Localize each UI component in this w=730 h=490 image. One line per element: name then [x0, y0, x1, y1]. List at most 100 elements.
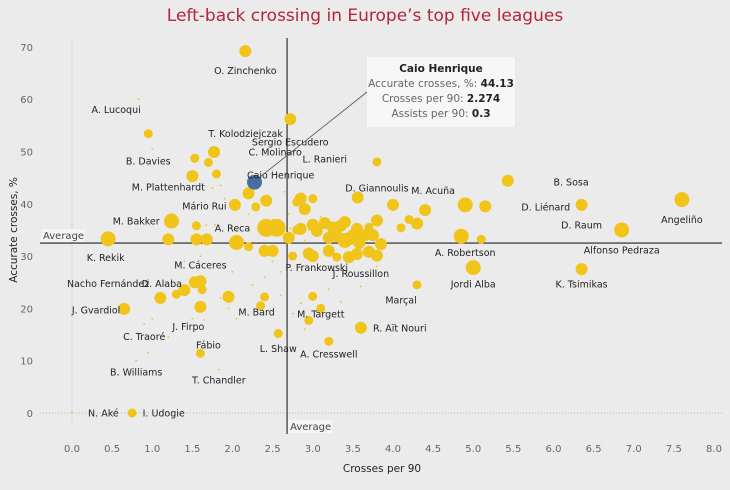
point-label: Sergio Escudero	[252, 138, 329, 149]
data-point	[235, 229, 238, 231]
x-tick-label: 6.0	[546, 444, 562, 455]
point-label: C. Molinaro	[249, 148, 302, 159]
highlighted-point	[246, 174, 262, 190]
point-label: Angeliño	[661, 215, 703, 226]
tooltip-title: Caio Henrique	[399, 63, 483, 75]
data-point	[203, 157, 213, 167]
point-labels: O. Zinchenko A. Lucoqui T. KolodziejczakSe…	[67, 66, 703, 420]
data-point	[289, 227, 292, 230]
point-label: J. Firpo	[171, 322, 204, 333]
data-point	[284, 113, 297, 126]
data-point	[310, 224, 323, 237]
data-point	[203, 319, 206, 321]
data-point	[190, 233, 203, 246]
data-point	[316, 303, 326, 313]
x-tick-label: 5.0	[465, 444, 481, 455]
data-point	[319, 215, 322, 218]
data-point	[263, 276, 266, 278]
data-point	[143, 129, 153, 139]
y-axis-title: Accurate crosses, %	[8, 177, 20, 283]
tooltip: Caio Henrique Accurate crosses, %: 44.13…	[367, 57, 515, 127]
point-label: A. Reca	[215, 223, 250, 234]
x-tick-label: 6.5	[586, 444, 602, 455]
data-point	[186, 170, 199, 183]
tooltip-label: Crosses per 90:	[381, 93, 467, 105]
data-point	[291, 312, 294, 315]
data-point	[257, 218, 276, 237]
data-point	[353, 237, 366, 250]
data-point	[351, 191, 364, 204]
data-point	[674, 192, 690, 208]
x-tick-label: 2.0	[225, 444, 241, 455]
x-axis-title: Crosses per 90	[343, 463, 421, 475]
tooltip-value: 44.13	[480, 78, 514, 90]
data-point	[211, 187, 214, 190]
data-point	[71, 412, 73, 414]
point-label: Caio Henrique	[247, 171, 315, 182]
data-point	[339, 301, 342, 304]
point-label: A. Lucoqui	[92, 105, 141, 116]
data-point	[251, 202, 261, 212]
point-label: Fábio	[196, 341, 221, 352]
average-y-label-bg	[41, 229, 85, 243]
tooltip-row-crosses-per-90: Crosses per 90: 2.274	[367, 92, 515, 107]
data-point	[162, 233, 175, 246]
average-x-label: Average	[290, 422, 331, 433]
x-tick-label: 3.5	[345, 444, 361, 455]
data-point	[303, 328, 306, 331]
data-point	[304, 315, 314, 325]
data-point	[376, 265, 378, 268]
data-point	[411, 217, 424, 230]
point-label: Marçal	[385, 296, 416, 307]
data-point	[151, 147, 154, 150]
data-point	[219, 297, 222, 299]
data-point	[271, 218, 274, 221]
point-label: J. Gvardiol	[71, 305, 121, 316]
point-label: N. Aké	[88, 409, 119, 420]
data-point	[273, 329, 283, 339]
tooltip-row-assists-per-90: Assists per 90: 0.3	[367, 107, 515, 122]
data-point	[223, 197, 226, 200]
data-point	[200, 233, 213, 246]
data-point	[256, 301, 266, 311]
y-tick-label: 10	[20, 357, 33, 368]
data-point	[167, 336, 170, 339]
point-label: M. Targett	[297, 310, 345, 321]
point-label: I. Udogie	[143, 409, 185, 420]
point-label: B. Davies	[126, 156, 171, 167]
data-point	[298, 203, 311, 216]
data-point	[350, 248, 363, 261]
data-point	[266, 244, 279, 257]
tooltip-label: Accurate crosses, %:	[368, 78, 481, 90]
data-point	[191, 317, 194, 320]
y-tick-label: 40	[20, 200, 33, 211]
average-y-label: Average	[43, 231, 84, 242]
data-point	[154, 291, 167, 304]
point-label: L. Ranieri	[302, 154, 347, 165]
data-point	[217, 368, 220, 371]
x-tick-label: 7.5	[666, 444, 682, 455]
data-point	[457, 197, 473, 213]
data-point	[465, 260, 481, 276]
x-tick-label: 5.5	[505, 444, 521, 455]
data-point	[338, 216, 351, 229]
data-point	[127, 408, 137, 418]
x-tick-label: 4.5	[425, 444, 441, 455]
x-tick-label: 7.0	[626, 444, 642, 455]
data-point	[308, 291, 318, 301]
point-label: A. Robertson	[435, 248, 496, 259]
data-point	[260, 292, 270, 302]
point-label: P. Frankowski	[285, 263, 348, 274]
data-point	[183, 260, 186, 263]
data-point	[143, 323, 146, 325]
tooltip-value: 0.3	[471, 108, 491, 120]
data-point	[244, 242, 254, 252]
point-label: C. Traoré	[123, 332, 165, 343]
data-point	[239, 45, 252, 58]
point-label: Mário Rui	[182, 201, 226, 212]
y-tick-label: 50	[20, 148, 33, 159]
data-point	[302, 247, 315, 260]
data-point	[575, 263, 588, 276]
data-point	[147, 278, 150, 281]
